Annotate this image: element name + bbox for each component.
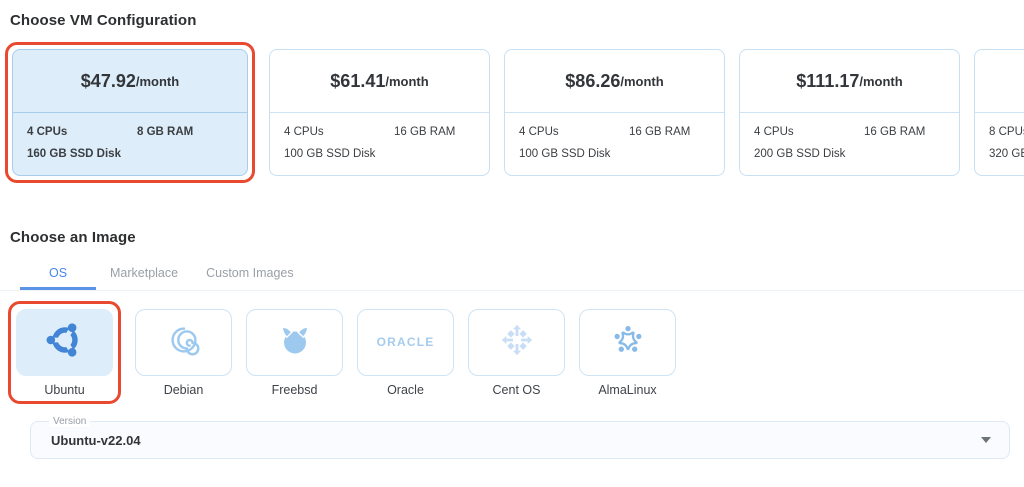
image-label: AlmaLinux [598, 382, 657, 397]
version-value: Ubuntu-v22.04 [51, 432, 141, 448]
vm-plan-card-2[interactable]: $61.41/month 4 CPUs 16 GB RAM 100 GB SSD… [269, 49, 490, 176]
plan-ram: 16 GB RAM [394, 126, 456, 138]
plan-price-amount: $86.26 [565, 70, 621, 91]
plan-disk: 100 GB SSD Disk [284, 148, 376, 160]
image-tabs: OS Marketplace Custom Images [0, 258, 1024, 291]
image-card-almalinux[interactable]: AlmaLinux [579, 308, 676, 397]
vm-config-title: Choose VM Configuration [10, 12, 197, 29]
plan-disk: 100 GB SSD Disk [519, 148, 611, 160]
debian-logo-icon [165, 321, 203, 364]
plan-price-amount: $47.92 [80, 70, 136, 91]
dropdown-caret-icon [981, 437, 991, 443]
choose-image-title: Choose an Image [10, 229, 136, 246]
plan-disk: 320 GB SSD Disk [989, 148, 1024, 160]
image-card-centos[interactable]: Cent OS [468, 308, 565, 397]
image-card-freebsd[interactable]: Freebsd [246, 308, 343, 397]
image-label: Debian [163, 382, 204, 397]
selected-plan-highlight: $47.92/month 4 CPUs 8 GB RAM 160 GB SSD … [5, 42, 255, 183]
plan-price-period: /month [385, 73, 429, 89]
plan-price: $86.26/month [505, 50, 724, 113]
tab-marketplace[interactable]: Marketplace [110, 266, 179, 280]
plan-price: $61.41/month [270, 50, 489, 113]
plan-cpu: 4 CPUs [754, 126, 794, 138]
oracle-logo-box: ORACLE [357, 308, 454, 376]
plan-specs: 4 CPUs 8 GB RAM 160 GB SSD Disk [13, 113, 247, 175]
vm-plans-row: $47.92/month 4 CPUs 8 GB RAM 160 GB SSD … [0, 42, 1024, 183]
plan-specs: 8 CPUs 320 GB SSD Disk [975, 113, 1024, 175]
version-select[interactable]: Version Ubuntu-v22.04 [30, 416, 1010, 459]
centos-logo-box [468, 308, 565, 376]
plan-cpu: 4 CPUs [284, 126, 324, 138]
ubuntu-logo-box [16, 309, 113, 376]
tab-custom-images[interactable]: Custom Images [206, 266, 294, 280]
plan-specs: 4 CPUs 16 GB RAM 100 GB SSD Disk [505, 113, 724, 175]
plan-disk: 200 GB SSD Disk [754, 148, 846, 160]
plan-cpu: 4 CPUs [519, 126, 559, 138]
version-field-label: Version [49, 416, 91, 427]
freebsd-logo-icon [275, 320, 315, 365]
image-card-oracle[interactable]: ORACLE Oracle [357, 308, 454, 397]
plan-price: $47.92/month [13, 50, 247, 113]
plan-price-amount: $111.17 [796, 70, 860, 91]
centos-logo-icon [498, 321, 536, 364]
plan-price-period: /month [620, 73, 664, 89]
plan-disk: 160 GB SSD Disk [27, 148, 121, 160]
plan-specs: 4 CPUs 16 GB RAM 100 GB SSD Disk [270, 113, 489, 175]
image-label: Oracle [387, 382, 424, 397]
freebsd-logo-box [246, 308, 343, 376]
plan-specs: 4 CPUs 16 GB RAM 200 GB SSD Disk [740, 113, 959, 175]
image-label: Ubuntu [44, 383, 85, 397]
plan-ram: 8 GB RAM [137, 126, 194, 138]
debian-logo-box [135, 308, 232, 376]
image-card-debian[interactable]: Debian [135, 308, 232, 397]
vm-plan-card-4[interactable]: $111.17/month 4 CPUs 16 GB RAM 200 GB SS… [739, 49, 960, 176]
plan-cpu: 4 CPUs [27, 126, 68, 138]
image-label: Cent OS [492, 382, 541, 397]
plan-ram: 16 GB RAM [864, 126, 926, 138]
almalinux-logo-box [579, 308, 676, 376]
vm-plan-card-1[interactable]: $47.92/month 4 CPUs 8 GB RAM 160 GB SSD … [12, 49, 248, 176]
plan-price-amount: $61.41 [330, 70, 386, 91]
vm-plan-card-5[interactable]: 8 CPUs 320 GB SSD Disk [974, 49, 1024, 176]
plan-ram: 16 GB RAM [629, 126, 691, 138]
oracle-logo-icon: ORACLE [376, 335, 435, 349]
almalinux-logo-icon [609, 321, 647, 364]
vm-plan-card-3[interactable]: $86.26/month 4 CPUs 16 GB RAM 100 GB SSD… [504, 49, 725, 176]
plan-price [975, 50, 1024, 113]
plan-price-period: /month [135, 73, 180, 89]
image-card-ubuntu[interactable]: Ubuntu [16, 309, 113, 397]
plan-price: $111.17/month [740, 50, 959, 113]
tab-os[interactable]: OS [20, 258, 96, 290]
plan-price-period: /month [859, 73, 903, 89]
image-label: Freebsd [271, 382, 318, 397]
plan-cpu: 8 CPUs [989, 126, 1024, 138]
ubuntu-logo-icon [44, 319, 86, 366]
os-images-row: Ubuntu Debian Freebsd ORACL [0, 301, 1024, 404]
selected-image-highlight: Ubuntu [8, 301, 121, 404]
